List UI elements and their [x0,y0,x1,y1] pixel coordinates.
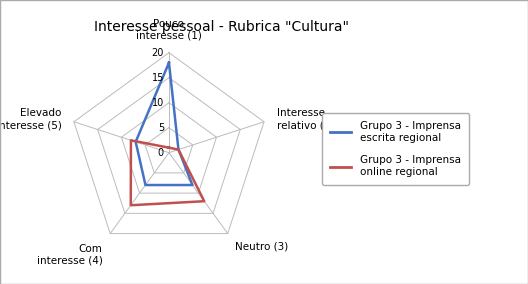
Text: 10: 10 [152,98,164,108]
Text: 20: 20 [152,48,164,58]
Text: Interesse pessoal - Rubrica "Cultura": Interesse pessoal - Rubrica "Cultura" [95,20,349,34]
Text: 0: 0 [158,148,164,158]
Text: 5: 5 [158,123,164,133]
Text: Interesse
relativo (2): Interesse relativo (2) [277,108,334,130]
Text: Neutro (3): Neutro (3) [235,241,288,251]
Text: Com
interesse (4): Com interesse (4) [37,244,103,265]
Legend: Grupo 3 - Imprensa
escrita regional, Grupo 3 - Imprensa
online regional: Grupo 3 - Imprensa escrita regional, Gru… [322,113,469,185]
Text: Pouco
interesse (1): Pouco interesse (1) [136,19,202,40]
Text: 15: 15 [152,73,164,83]
Text: Elevado
interesse (5): Elevado interesse (5) [0,108,61,130]
